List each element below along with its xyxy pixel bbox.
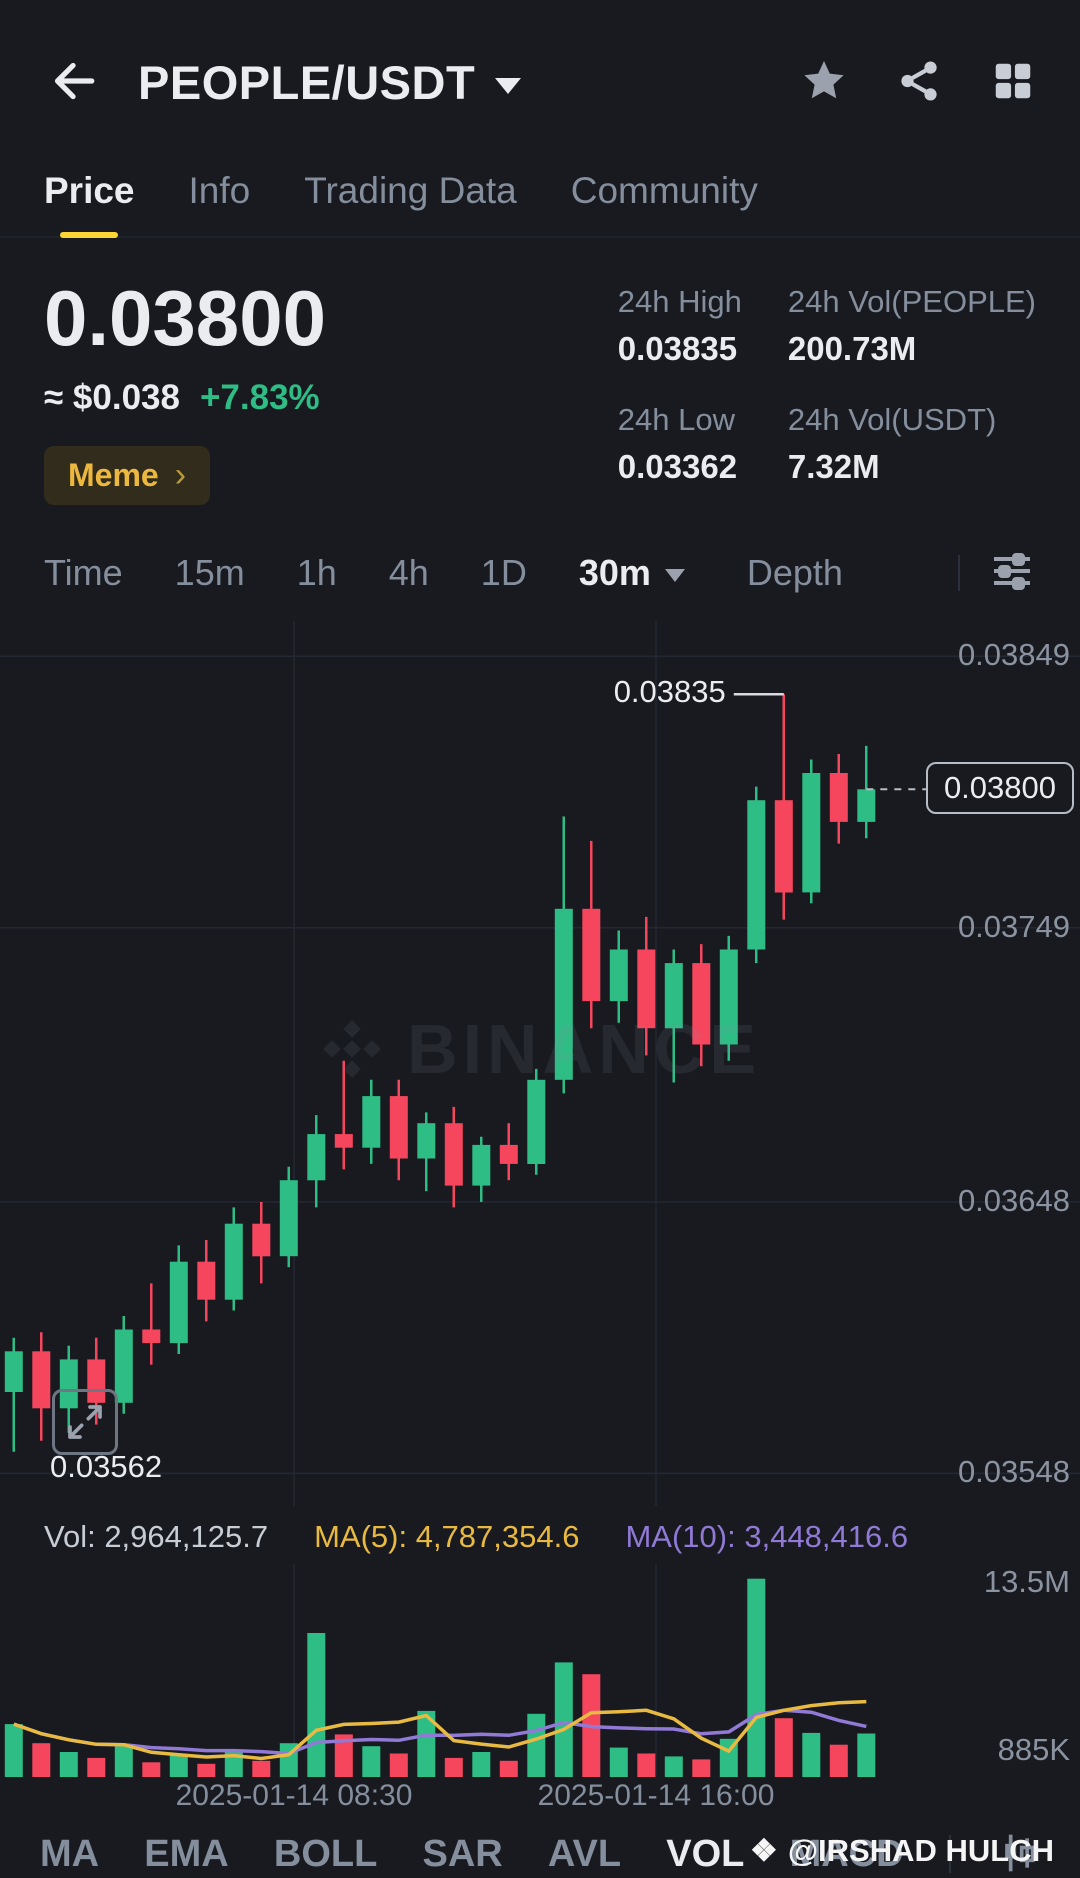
chart-tools bbox=[958, 547, 1036, 598]
date-label-2: 2025-01-14 16:00 bbox=[537, 1778, 775, 1812]
watermark-emblem-icon: ❖ bbox=[750, 1832, 778, 1868]
pair-selector[interactable]: PEOPLE/USDT bbox=[138, 55, 522, 110]
chevron-down-icon bbox=[664, 569, 685, 583]
ma10-label: MA(10): 3,448,416.6 bbox=[625, 1518, 909, 1554]
overlay-watermark-text: @IRSHAD HULCH bbox=[787, 1832, 1054, 1868]
indicator-boll[interactable]: BOLL bbox=[273, 1832, 378, 1875]
depth-tab[interactable]: Depth bbox=[746, 551, 843, 593]
indicator-ma[interactable]: MA bbox=[40, 1832, 100, 1875]
share-button[interactable] bbox=[896, 58, 942, 107]
y-axis-label: 0.03849 bbox=[957, 637, 1070, 673]
volume-y-label-top: 13.5M bbox=[983, 1563, 1070, 1599]
ticker-left: 0.03800 ≈ $0.038 +7.83% Meme › bbox=[44, 274, 618, 505]
ma5-label: MA(5): 4,787,354.6 bbox=[314, 1518, 580, 1554]
grid-menu-button[interactable] bbox=[990, 58, 1036, 107]
ticker-stats: 24h High 0.03835 24h Vol(PEOPLE) 200.73M… bbox=[618, 278, 1036, 505]
y-axis-label: 0.03648 bbox=[957, 1182, 1070, 1218]
timeframe-1d[interactable]: 1D bbox=[480, 551, 527, 593]
stat-24h-high: 24h High 0.03835 bbox=[617, 284, 742, 367]
grid-icon bbox=[995, 63, 1031, 98]
back-button[interactable] bbox=[44, 54, 98, 111]
volume-value-label: Vol: 2,964,125.7 bbox=[44, 1518, 269, 1554]
tag-label: Meme bbox=[68, 456, 159, 493]
volume-y-label-bottom: 885K bbox=[997, 1731, 1070, 1767]
timeframe-selected[interactable]: 30m bbox=[579, 552, 685, 594]
timeframe-15m[interactable]: 15m bbox=[174, 551, 245, 593]
candle-canvas[interactable] bbox=[0, 620, 1080, 1506]
timeframe-4h[interactable]: 4h bbox=[388, 551, 429, 593]
top-bar: PEOPLE/USDT bbox=[0, 0, 1080, 124]
stat-24h-low: 24h Low 0.03362 bbox=[617, 402, 738, 485]
high-price-annotation: 0.03835 bbox=[613, 674, 726, 710]
favorite-star-button[interactable] bbox=[800, 57, 848, 108]
expand-icon bbox=[68, 1405, 102, 1439]
indicator-vol[interactable]: VOL bbox=[666, 1832, 745, 1875]
chevron-right-icon: › bbox=[174, 455, 187, 494]
x-axis-labels: 2025-01-14 08:30 2025-01-14 16:00 bbox=[0, 1779, 1080, 1817]
fullscreen-chart-button[interactable] bbox=[52, 1388, 118, 1455]
timeframe-time[interactable]: Time bbox=[44, 551, 123, 593]
tab-info[interactable]: Info bbox=[188, 170, 251, 211]
tab-community[interactable]: Community bbox=[570, 170, 758, 211]
stat-24h-vol-base: 24h Vol(PEOPLE) 200.73M bbox=[787, 284, 1036, 367]
date-label-1: 2025-01-14 08:30 bbox=[175, 1778, 413, 1812]
current-price-badge: 0.03800 bbox=[925, 762, 1074, 815]
tab-trading-data[interactable]: Trading Data bbox=[304, 170, 517, 211]
arrow-left-icon bbox=[54, 62, 95, 99]
tab-price[interactable]: Price bbox=[44, 170, 135, 236]
category-tag-badge[interactable]: Meme › bbox=[44, 445, 211, 505]
ticker-section: 0.03800 ≈ $0.038 +7.83% Meme › 24h High … bbox=[0, 274, 1080, 505]
indicator-ema[interactable]: EMA bbox=[144, 1832, 229, 1875]
last-price: 0.03800 bbox=[44, 274, 326, 362]
volume-legend: Vol: 2,964,125.7 MA(5): 4,787,354.6 MA(1… bbox=[0, 1516, 1080, 1558]
page-tabs: Price Info Trading Data Community bbox=[0, 170, 1080, 238]
divider bbox=[948, 1835, 951, 1874]
fiat-row: ≈ $0.038 +7.83% bbox=[44, 378, 618, 418]
candlestick-chart[interactable]: BINANCE 0.03849 0.03749 0.03648 0.03548 … bbox=[0, 620, 1080, 1506]
volume-chart[interactable]: 13.5M 885K bbox=[0, 1563, 1080, 1777]
indicator-sar[interactable]: SAR bbox=[422, 1832, 503, 1875]
chevron-down-icon bbox=[495, 78, 522, 94]
overlay-watermark: ❖ @IRSHAD HULCH bbox=[750, 1833, 1054, 1869]
top-actions bbox=[800, 57, 1036, 108]
stat-24h-vol-quote: 24h Vol(USDT) 7.32M bbox=[787, 402, 997, 485]
y-axis-label: 0.03548 bbox=[957, 1454, 1070, 1490]
change-percent: +7.83% bbox=[199, 377, 320, 417]
volume-canvas[interactable] bbox=[0, 1563, 1080, 1777]
indicator-settings-button[interactable] bbox=[988, 547, 1036, 598]
divider bbox=[958, 554, 960, 591]
indicator-bar: MA EMA BOLL SAR AVL VOL MACD ❖ @IRSHAD H… bbox=[0, 1817, 1080, 1878]
fiat-value: ≈ $0.038 bbox=[44, 377, 180, 417]
indicator-avl[interactable]: AVL bbox=[547, 1832, 622, 1875]
star-icon bbox=[804, 60, 844, 98]
pair-title: PEOPLE/USDT bbox=[138, 55, 476, 109]
y-axis-label: 0.03749 bbox=[957, 908, 1070, 944]
sliders-icon bbox=[994, 553, 1030, 591]
timeframe-1h[interactable]: 1h bbox=[296, 551, 337, 593]
timeframe-bar: Time 15m 1h 4h 1D 30m Depth bbox=[0, 549, 1080, 597]
share-icon bbox=[901, 60, 937, 101]
